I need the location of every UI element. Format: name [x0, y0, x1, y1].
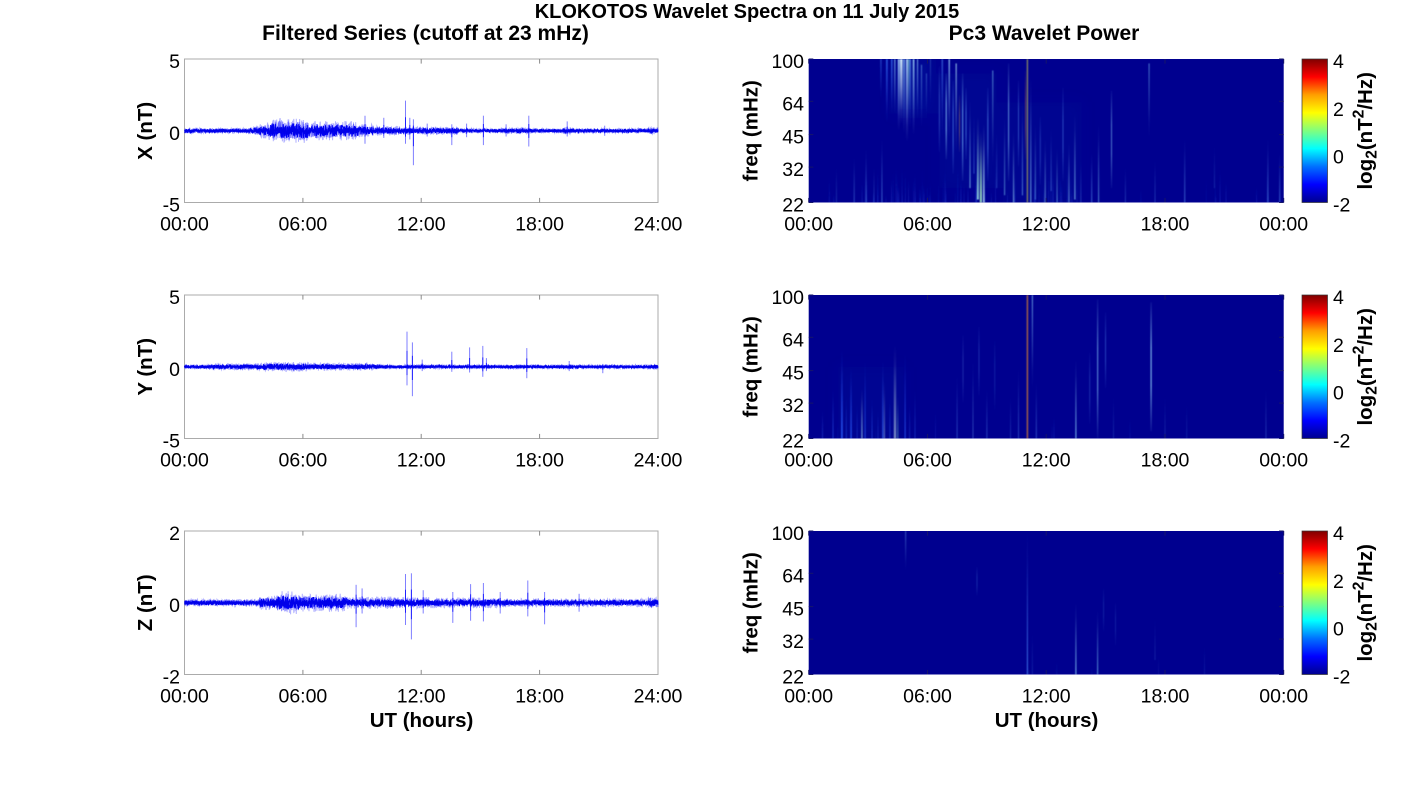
svg-text:00:00: 00:00: [1259, 213, 1308, 235]
svg-text:24:00: 24:00: [634, 213, 683, 235]
svg-text:18:00: 18:00: [1141, 213, 1190, 235]
svg-text:5: 5: [169, 287, 180, 309]
svg-text:log2(nT2/Hz): log2(nT2/Hz): [1351, 544, 1381, 661]
svg-text:22: 22: [782, 195, 804, 217]
svg-text:06:00: 06:00: [278, 449, 327, 471]
svg-text:UT (hours): UT (hours): [995, 709, 1099, 732]
svg-text:32: 32: [782, 159, 804, 181]
svg-text:06:00: 06:00: [903, 213, 952, 235]
svg-text:64: 64: [782, 93, 804, 115]
svg-text:-2: -2: [1333, 667, 1350, 689]
svg-text:00:00: 00:00: [1259, 449, 1308, 471]
svg-text:00:00: 00:00: [784, 449, 833, 471]
svg-text:Filtered Series (cutoff at 23: Filtered Series (cutoff at 23 mHz): [262, 22, 589, 45]
svg-text:0: 0: [169, 359, 180, 381]
svg-text:UT (hours): UT (hours): [370, 709, 474, 732]
svg-text:22: 22: [782, 431, 804, 453]
svg-text:00:00: 00:00: [1259, 685, 1308, 707]
svg-text:Pc3 Wavelet Power: Pc3 Wavelet Power: [949, 22, 1140, 45]
svg-text:KLOKOTOS Wavelet Spectra on 11: KLOKOTOS Wavelet Spectra on 11 July 2015: [535, 1, 960, 23]
svg-text:64: 64: [782, 565, 804, 587]
svg-text:18:00: 18:00: [515, 449, 564, 471]
svg-text:100: 100: [771, 287, 804, 309]
svg-text:100: 100: [771, 51, 804, 73]
svg-text:-5: -5: [163, 431, 180, 453]
svg-text:64: 64: [782, 329, 804, 351]
svg-text:45: 45: [782, 363, 804, 385]
svg-text:00:00: 00:00: [160, 449, 209, 471]
svg-text:12:00: 12:00: [1022, 213, 1071, 235]
svg-text:06:00: 06:00: [278, 213, 327, 235]
svg-text:4: 4: [1333, 523, 1344, 545]
svg-text:12:00: 12:00: [397, 685, 446, 707]
svg-text:log2(nT2/Hz): log2(nT2/Hz): [1351, 308, 1381, 425]
svg-text:18:00: 18:00: [515, 685, 564, 707]
svg-text:-2: -2: [1333, 195, 1350, 217]
svg-text:log2(nT2/Hz): log2(nT2/Hz): [1351, 72, 1381, 189]
svg-text:06:00: 06:00: [903, 685, 952, 707]
svg-text:06:00: 06:00: [903, 449, 952, 471]
svg-text:4: 4: [1333, 51, 1344, 73]
svg-text:12:00: 12:00: [397, 449, 446, 471]
svg-text:18:00: 18:00: [1141, 685, 1190, 707]
svg-text:24:00: 24:00: [634, 685, 683, 707]
svg-text:00:00: 00:00: [160, 213, 209, 235]
svg-text:0: 0: [1333, 147, 1344, 169]
svg-text:0: 0: [1333, 619, 1344, 641]
svg-text:24:00: 24:00: [634, 449, 683, 471]
svg-text:Y (nT): Y (nT): [134, 338, 157, 396]
svg-text:2: 2: [1333, 571, 1344, 593]
svg-text:0: 0: [1333, 383, 1344, 405]
svg-text:32: 32: [782, 395, 804, 417]
svg-text:X (nT): X (nT): [134, 102, 157, 160]
svg-text:-2: -2: [163, 667, 180, 689]
svg-text:4: 4: [1333, 287, 1344, 309]
svg-text:12:00: 12:00: [397, 213, 446, 235]
svg-text:0: 0: [169, 123, 180, 145]
svg-text:06:00: 06:00: [278, 685, 327, 707]
svg-text:32: 32: [782, 631, 804, 653]
svg-text:00:00: 00:00: [784, 213, 833, 235]
svg-text:freq (mHz): freq (mHz): [740, 316, 763, 417]
svg-text:100: 100: [771, 523, 804, 545]
svg-text:18:00: 18:00: [1141, 449, 1190, 471]
svg-text:-5: -5: [163, 195, 180, 217]
svg-text:2: 2: [1333, 99, 1344, 121]
svg-text:freq (mHz): freq (mHz): [740, 80, 763, 181]
svg-text:22: 22: [782, 667, 804, 689]
svg-text:45: 45: [782, 127, 804, 149]
svg-text:12:00: 12:00: [1022, 449, 1071, 471]
svg-text:12:00: 12:00: [1022, 685, 1071, 707]
svg-text:18:00: 18:00: [515, 213, 564, 235]
svg-text:-2: -2: [1333, 431, 1350, 453]
svg-text:2: 2: [1333, 335, 1344, 357]
svg-text:5: 5: [169, 51, 180, 73]
svg-text:2: 2: [169, 523, 180, 545]
svg-text:freq (mHz): freq (mHz): [740, 552, 763, 653]
svg-text:0: 0: [169, 595, 180, 617]
svg-text:45: 45: [782, 599, 804, 621]
svg-text:Z (nT): Z (nT): [134, 574, 157, 631]
svg-text:00:00: 00:00: [784, 685, 833, 707]
svg-text:00:00: 00:00: [160, 685, 209, 707]
